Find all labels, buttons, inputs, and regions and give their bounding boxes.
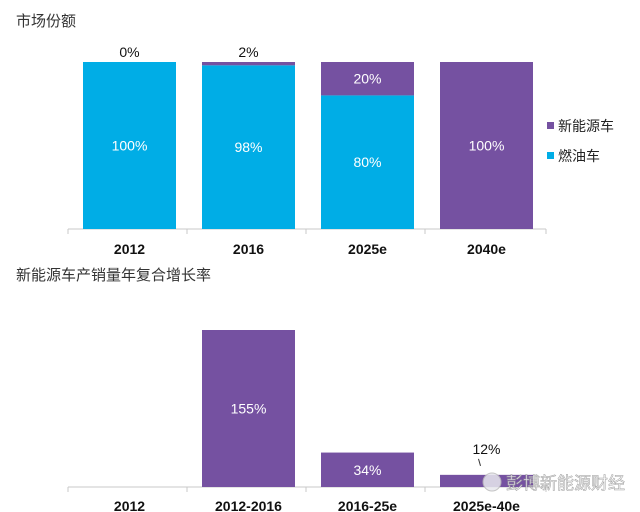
data-label: 98%	[234, 139, 262, 155]
category-label: 2025e	[348, 241, 387, 257]
data-label: 155%	[231, 401, 267, 417]
legend-label-ice: 燃油车	[558, 148, 600, 164]
bar-nev	[321, 62, 414, 96]
data-label: 20%	[353, 71, 381, 87]
data-label: 80%	[353, 154, 381, 170]
bar-ice	[83, 62, 176, 229]
chart-title-market-share: 市场份额	[16, 13, 76, 30]
category-label: 2016-25e	[338, 498, 397, 512]
category-label: 2012	[114, 498, 145, 512]
watermark-text: 彭博新能源财经	[506, 474, 625, 493]
bar-nev	[440, 62, 533, 229]
bar-cagr	[321, 452, 414, 487]
category-label: 2012-2016	[215, 498, 282, 512]
bar-ice	[321, 95, 414, 230]
category-label: 2040e	[467, 241, 506, 257]
data-label: 100%	[112, 138, 148, 154]
data-label: 2%	[238, 44, 258, 60]
watermark: 彭博新能源财经	[482, 472, 625, 493]
data-label: 0%	[119, 44, 139, 60]
legend-swatch-nev	[547, 122, 554, 129]
category-label: 2016	[233, 241, 264, 257]
chart-title-cagr: 新能源车产销量年复合增长率	[16, 266, 211, 284]
bar-cagr	[202, 330, 295, 487]
category-label: 2012	[114, 241, 145, 257]
legend-label-nev: 新能源车	[558, 118, 614, 134]
data-label: 34%	[353, 462, 381, 478]
label-leader-line	[478, 458, 481, 466]
category-label: 2025e-40e	[453, 498, 520, 512]
wechat-icon	[482, 472, 502, 492]
bar-nev	[202, 62, 295, 66]
data-label: 12%	[472, 441, 500, 457]
bar-ice	[202, 65, 295, 229]
legend-swatch-ice	[547, 152, 554, 159]
data-label: 100%	[469, 138, 505, 154]
